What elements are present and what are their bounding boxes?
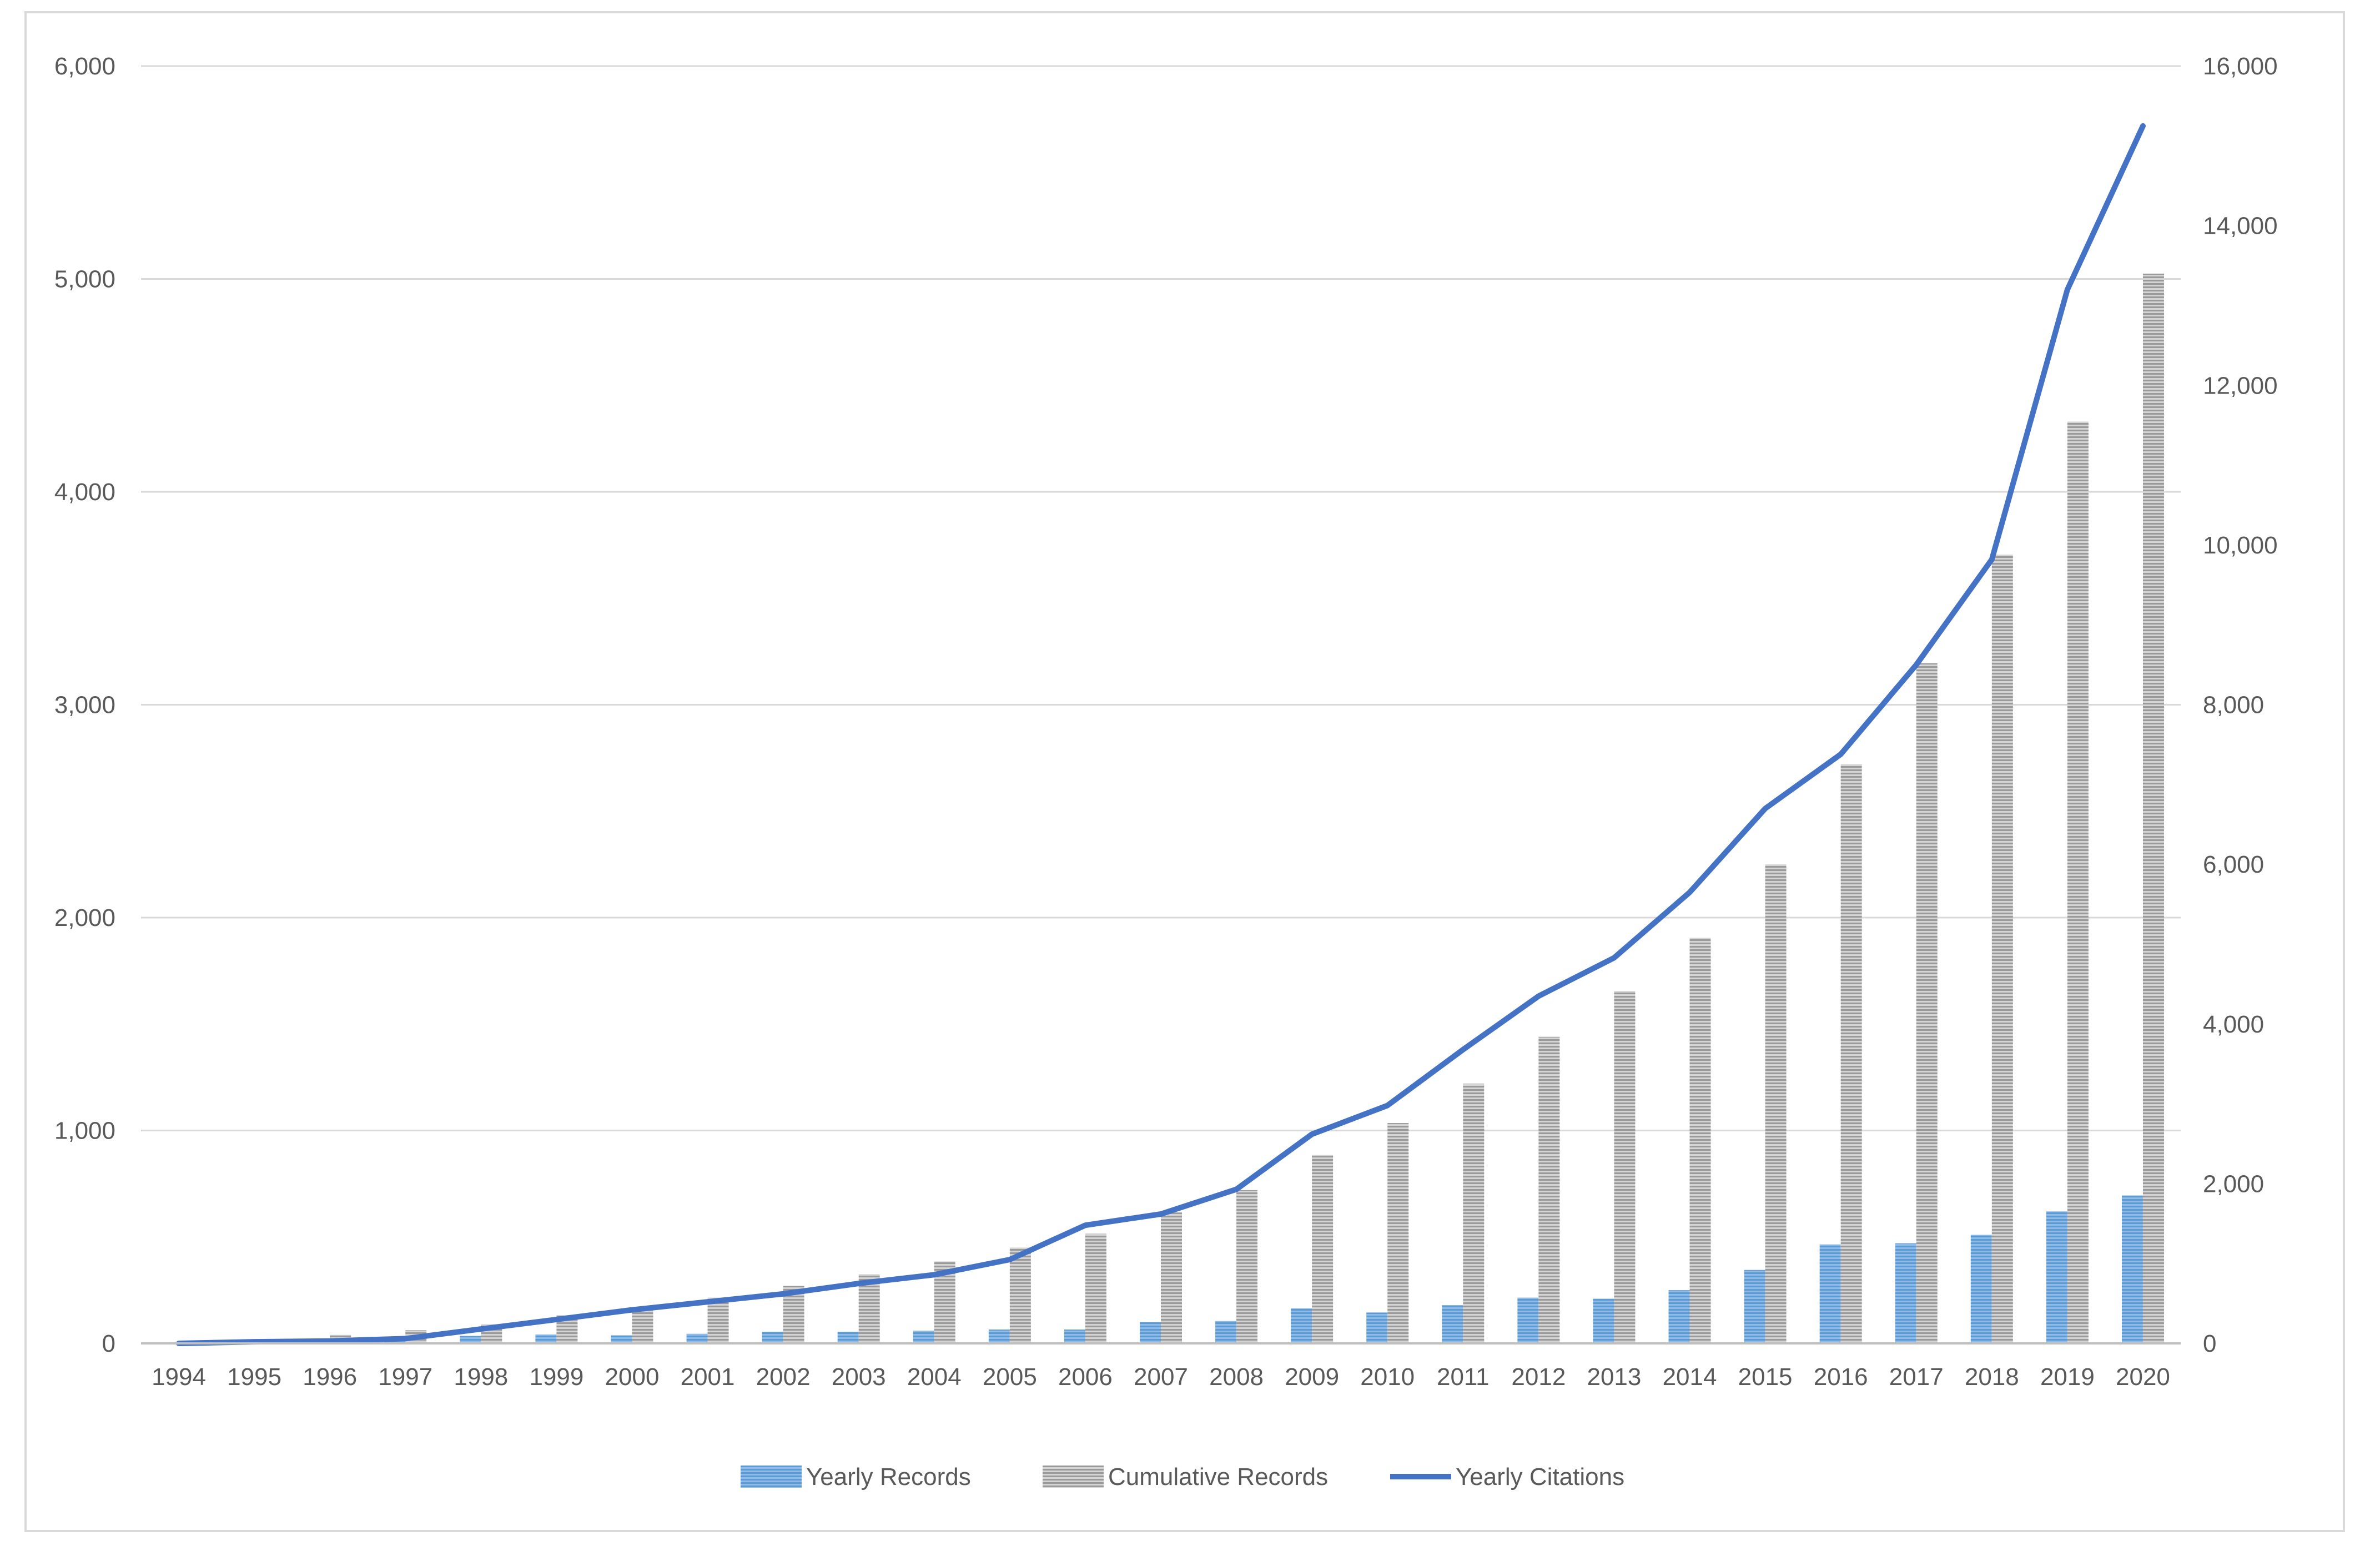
bar-yearly-records	[460, 1336, 481, 1343]
bar-cumulative-records	[1463, 1084, 1485, 1343]
x-tick-label: 2002	[756, 1363, 811, 1391]
y-right-tick-label: 0	[2203, 1330, 2216, 1357]
bar-yearly-records	[1366, 1312, 1388, 1343]
bar-cumulative-records	[1765, 864, 1787, 1343]
x-tick-label: 2003	[832, 1363, 886, 1391]
legend-label-yearly-records: Yearly Records	[806, 1463, 971, 1490]
x-tick-label: 2005	[983, 1363, 1037, 1391]
bar-cumulative-records	[2067, 421, 2089, 1343]
bar-cumulative-records	[1312, 1155, 1334, 1343]
x-tick-label: 2008	[1209, 1363, 1264, 1391]
x-tick-label: 1997	[378, 1363, 432, 1391]
x-tick-label: 1998	[454, 1363, 508, 1391]
combo-chart: 0 1,000 2,000 3,000 4,000 5,000 6,000 0 2,000 4,0…	[54, 53, 2278, 1490]
y-right-tick-label: 16,000	[2203, 53, 2278, 80]
bar-yearly-records	[535, 1334, 557, 1343]
legend: Yearly Records Cumulative Records Yearly…	[741, 1463, 1624, 1490]
bar-cumulative-records	[1991, 555, 2013, 1343]
bar-yearly-records	[1819, 1244, 1841, 1343]
bar-yearly-records	[1744, 1270, 1765, 1343]
x-tick-label: 2019	[2040, 1363, 2095, 1391]
y-right-tick-label: 2,000	[2203, 1170, 2264, 1197]
legend-label-yearly-citations: Yearly Citations	[1456, 1463, 1624, 1490]
bar-yearly-records	[1215, 1321, 1237, 1343]
x-tick-label: 2010	[1360, 1363, 1415, 1391]
bar-cumulative-records	[632, 1307, 653, 1343]
bar-yearly-records	[988, 1330, 1010, 1343]
x-tick-label: 2018	[1965, 1363, 2019, 1391]
bar-yearly-records	[611, 1335, 632, 1343]
y-left-tick-label: 4,000	[54, 479, 115, 506]
y-right-tick-label: 12,000	[2203, 372, 2278, 399]
y-right-tick-label: 4,000	[2203, 1011, 2264, 1038]
x-tick-label: 2004	[907, 1363, 962, 1391]
bar-cumulative-records	[1840, 764, 1862, 1343]
legend-swatch-yearly-records	[741, 1466, 802, 1488]
x-tick-label: 2011	[1437, 1363, 1490, 1391]
bar-cumulative-records	[1387, 1123, 1409, 1343]
chart-frame: 0 1,000 2,000 3,000 4,000 5,000 6,000 0 2,000 4,0…	[24, 11, 2345, 1532]
bar-cumulative-records	[1161, 1212, 1182, 1343]
bar-yearly-records	[762, 1331, 783, 1343]
x-tick-label: 2014	[1663, 1363, 1717, 1391]
bar-yearly-records	[1668, 1290, 1690, 1343]
x-tick-label: 1995	[227, 1363, 281, 1391]
bar-yearly-records	[2121, 1195, 2143, 1343]
line-yearly-citations	[176, 123, 2146, 1346]
bars	[158, 273, 2164, 1344]
bar-yearly-records	[2046, 1211, 2067, 1343]
bar-cumulative-records	[1085, 1233, 1106, 1343]
x-tick-label: 2013	[1587, 1363, 1641, 1391]
bar-yearly-records	[1970, 1235, 1992, 1343]
bar-cumulative-records	[707, 1297, 729, 1343]
x-tick-label: 2006	[1058, 1363, 1113, 1391]
y-right-tick-label: 14,000	[2203, 213, 2278, 240]
bar-yearly-records	[1140, 1322, 1161, 1343]
axes: 0 1,000 2,000 3,000 4,000 5,000 6,000 0 2,000 4,0…	[54, 53, 2278, 1391]
x-tick-label: 2009	[1285, 1363, 1339, 1391]
x-tick-label: 1996	[303, 1363, 357, 1391]
bar-yearly-records	[1442, 1305, 1463, 1343]
bar-cumulative-records	[1614, 991, 1636, 1343]
y-right-tick-label: 8,000	[2203, 692, 2264, 719]
bar-cumulative-records	[1916, 663, 1938, 1343]
x-tick-label: 2016	[1814, 1363, 1868, 1391]
y-left-tick-label: 5,000	[54, 266, 115, 293]
citation-line	[176, 123, 2146, 1346]
x-tick-label: 2020	[2116, 1363, 2170, 1391]
y-right-tick-label: 6,000	[2203, 851, 2264, 878]
bar-cumulative-records	[1236, 1190, 1258, 1343]
x-tick-label: 1999	[529, 1363, 583, 1391]
legend-label-cumulative-records: Cumulative Records	[1108, 1463, 1328, 1490]
y-left-tick-label: 6,000	[54, 53, 115, 80]
bar-yearly-records	[686, 1333, 708, 1343]
bar-cumulative-records	[1689, 938, 1711, 1343]
y-left-tick-label: 2,000	[54, 904, 115, 931]
bar-yearly-records	[913, 1330, 934, 1343]
bar-yearly-records	[1064, 1330, 1085, 1343]
bar-yearly-records	[837, 1331, 859, 1343]
x-tick-label: 2015	[1738, 1363, 1793, 1391]
bar-yearly-records	[1291, 1308, 1312, 1343]
x-tick-label: 2012	[1511, 1363, 1566, 1391]
y-left-tick-label: 0	[102, 1330, 115, 1357]
bar-cumulative-records	[2142, 273, 2164, 1344]
x-tick-label: 2001	[681, 1363, 735, 1391]
bar-yearly-records	[1895, 1243, 1916, 1343]
y-left-tick-label: 1,000	[54, 1117, 115, 1145]
bar-cumulative-records	[1009, 1247, 1031, 1343]
bar-yearly-records	[1517, 1297, 1539, 1343]
bar-yearly-records	[1593, 1298, 1614, 1343]
legend-swatch-cumulative-records	[1043, 1466, 1104, 1488]
x-tick-label: 2017	[1889, 1363, 1944, 1391]
x-tick-label: 1994	[152, 1363, 206, 1391]
bar-cumulative-records	[1538, 1036, 1560, 1343]
x-tick-label: 2000	[605, 1363, 660, 1391]
y-left-tick-label: 3,000	[54, 692, 115, 719]
x-tick-label: 2007	[1134, 1363, 1188, 1391]
gridlines	[141, 65, 2181, 1131]
y-right-tick-label: 10,000	[2203, 532, 2278, 559]
